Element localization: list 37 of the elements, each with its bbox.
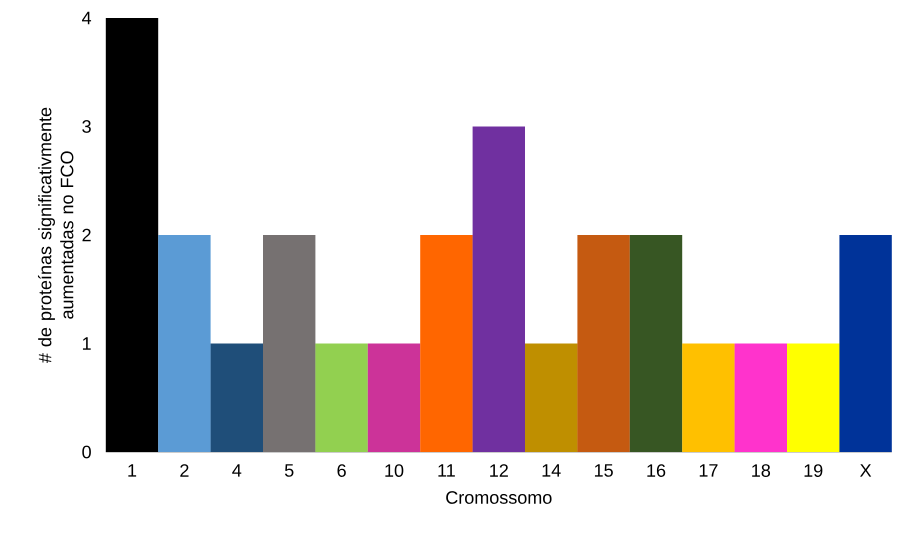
x-tick-label: 6 (338, 464, 346, 477)
bar (420, 235, 473, 452)
bar (734, 344, 788, 452)
bar (682, 344, 735, 452)
x-tick-label: 11 (438, 464, 455, 477)
x-tick-label: 1 (128, 464, 136, 477)
bar (525, 344, 578, 452)
y-axis-title: # de proteínas significativmente aumentadas no FCO (38, 108, 74, 363)
x-tick-label: 16 (647, 464, 666, 477)
x-tick-label: 2 (180, 464, 189, 477)
bar (158, 235, 211, 452)
bar (787, 344, 840, 452)
x-tick-label: 14 (542, 464, 561, 477)
bar (263, 235, 316, 452)
y-tick-label: 0 (82, 446, 91, 458)
x-tick-label: 10 (385, 464, 404, 477)
x-tick-label: 18 (752, 464, 770, 477)
x-tick-label: 17 (700, 464, 718, 477)
bar (472, 126, 526, 452)
bar (210, 344, 264, 452)
bar (577, 235, 630, 452)
x-tick-label: 5 (284, 464, 294, 477)
x-tick-label: 12 (490, 464, 508, 477)
x-tick-label: 19 (804, 464, 822, 477)
y-tick-label: 2 (82, 228, 91, 242)
bar (630, 235, 682, 452)
x-tick-label: X (860, 464, 872, 477)
bar (106, 18, 158, 452)
x-tick-label: 4 (232, 464, 242, 477)
y-tick-label: 1 (82, 337, 91, 350)
y-tick-label: 3 (82, 120, 91, 133)
x-axis-title: Cromossomo (446, 491, 552, 504)
bar (315, 344, 368, 452)
y-tick-label: 4 (82, 12, 92, 24)
bar (368, 344, 420, 452)
x-tick-label: 15 (594, 464, 613, 477)
bar (839, 235, 892, 452)
